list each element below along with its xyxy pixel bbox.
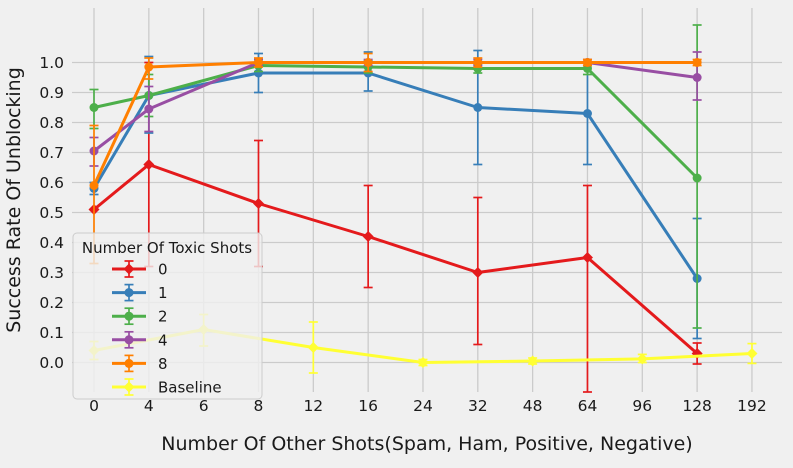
legend-sample-marker	[124, 358, 134, 368]
data-point	[582, 109, 592, 118]
x-tick-label: 128	[682, 397, 712, 415]
legend-entry: Baseline	[112, 378, 222, 397]
legend-entry-label: Baseline	[158, 379, 222, 397]
legend-sample-marker	[123, 381, 135, 393]
legend-box	[72, 232, 263, 400]
x-tick-label: 96	[632, 397, 652, 415]
legend-entries: 0 1 2 4 8 Baseline	[112, 260, 222, 397]
y-tick-label: 1.0	[39, 54, 64, 72]
data-point	[636, 353, 648, 365]
data-point	[89, 103, 99, 112]
y-tick-label: 0.5	[39, 204, 64, 222]
legend: Number Of Toxic Shots 0 1 2 4 8 Baseline	[72, 232, 263, 400]
y-tick-label: 0.9	[39, 84, 64, 102]
y-tick-label: 0.7	[39, 144, 64, 162]
legend-entry-label: 8	[158, 355, 168, 373]
legend-entry: 1	[112, 283, 168, 302]
data-point	[582, 58, 592, 67]
legend-sample-marker	[124, 311, 134, 321]
error-bar	[582, 184, 592, 393]
legend-entry: 4	[112, 330, 168, 349]
y-tick-label: 0.8	[39, 114, 64, 132]
x-tick-label: 0	[89, 397, 99, 415]
legend-entry: 2	[112, 307, 168, 326]
data-point	[581, 252, 593, 263]
x-tick-label: 12	[303, 397, 323, 415]
legend-sample-marker	[124, 335, 134, 345]
legend-title: Number Of Toxic Shots	[82, 239, 252, 257]
data-point	[692, 58, 702, 67]
data-point	[692, 173, 702, 183]
x-tick-label: 16	[358, 397, 378, 415]
series-8	[89, 52, 702, 265]
series-layer	[88, 24, 758, 393]
data-point	[692, 73, 702, 82]
legend-sample-marker	[123, 263, 135, 275]
x-tick-label: 32	[468, 397, 488, 415]
data-point	[527, 355, 539, 367]
y-tick-label: 0.3	[39, 264, 64, 282]
series-0	[88, 61, 703, 393]
legend-entry-label: 1	[158, 284, 168, 302]
x-tick-label: 24	[413, 397, 433, 415]
data-point	[143, 159, 155, 170]
x-tick-label: 64	[578, 397, 598, 415]
legend-entry-label: 4	[158, 331, 168, 349]
data-point	[252, 198, 264, 209]
legend-entry-label: 0	[158, 261, 168, 279]
data-point	[362, 231, 374, 242]
data-point	[472, 267, 484, 278]
legend-entry: 8	[112, 354, 168, 373]
series-line	[92, 61, 699, 153]
y-tick-label: 0.0	[39, 354, 64, 372]
x-tick-label: 8	[254, 397, 264, 415]
data-point	[746, 348, 758, 359]
legend-entry-label: 2	[158, 308, 168, 326]
y-tick-label: 0.4	[39, 234, 64, 252]
data-point	[253, 58, 263, 67]
x-tick-label: 192	[737, 397, 767, 415]
x-axis-label: Number Of Other Shots(Spam, Ham, Positiv…	[161, 433, 692, 455]
data-point	[363, 58, 373, 67]
legend-entry: 0	[112, 260, 168, 279]
tick-layer: 0 4 6 8 12 16 24 32 48 64 96 128 1920.00.10.20.30.40…	[39, 54, 766, 415]
x-tick-label: 4	[144, 397, 154, 415]
data-point	[473, 103, 483, 112]
data-point	[417, 357, 429, 368]
y-tick-label: 0.6	[39, 174, 64, 192]
x-tick-label: 6	[199, 397, 209, 415]
legend-sample-marker	[124, 288, 134, 298]
data-point	[89, 181, 99, 190]
x-tick-label: 48	[523, 397, 543, 415]
data-point	[473, 58, 483, 67]
y-tick-label: 0.2	[39, 294, 64, 312]
data-point	[144, 62, 154, 72]
data-point	[307, 342, 319, 353]
data-point	[144, 104, 154, 114]
y-tick-label: 0.1	[39, 324, 64, 342]
y-axis-label: Success Rate Of Unblocking	[3, 67, 25, 333]
